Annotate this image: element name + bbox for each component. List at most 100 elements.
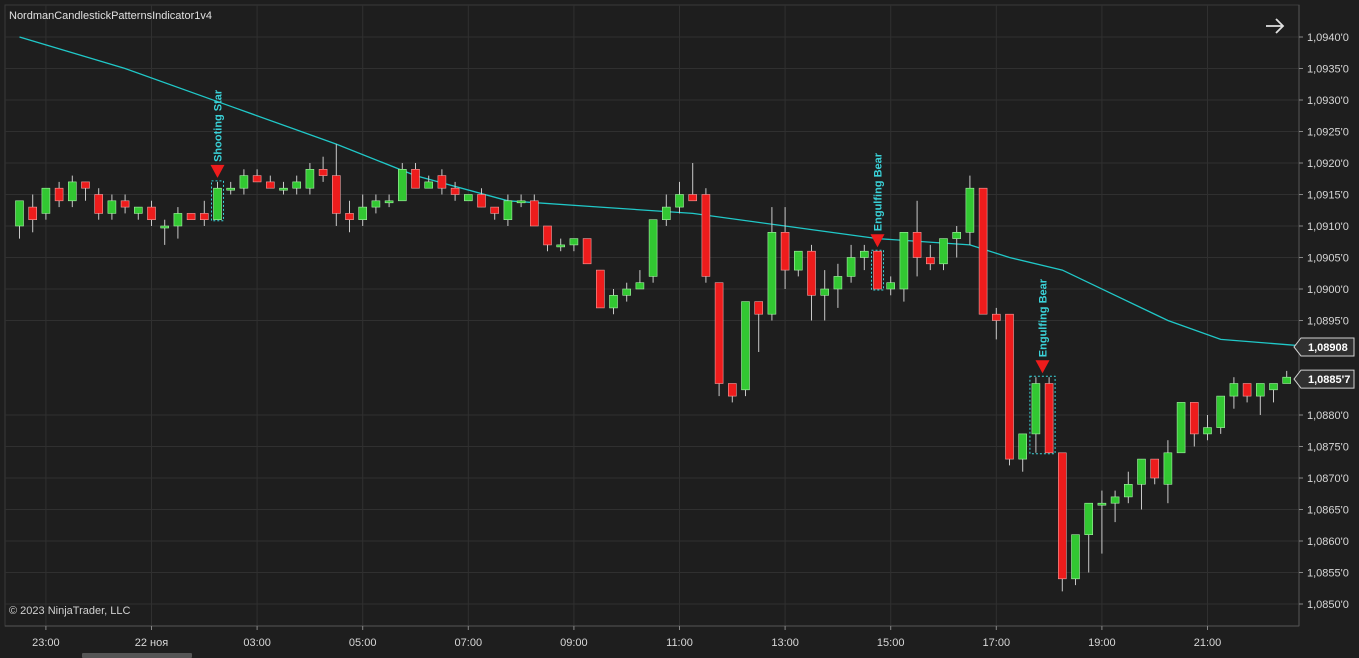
current-price-tag xyxy=(1293,337,1355,357)
price-tick-label: 1,0855'0 xyxy=(1307,568,1349,580)
bearish-signal-marker xyxy=(1035,360,1050,374)
price-tick-label: 1,0915'0 xyxy=(1307,190,1349,202)
horizontal-scrollbar[interactable] xyxy=(82,653,192,658)
candle-bear xyxy=(331,175,341,214)
candle-bear xyxy=(1190,402,1199,435)
candle-bull xyxy=(1124,483,1133,498)
candle-bull xyxy=(1018,433,1028,460)
time-tick-label: 19:00 xyxy=(1088,637,1116,649)
time-tick-label: 07:00 xyxy=(455,637,483,649)
candle-bear xyxy=(252,175,262,183)
pattern-label: Shooting Star xyxy=(213,89,225,162)
time-tick-label: 23:00 xyxy=(32,637,60,649)
price-tick-label: 1,0900'0 xyxy=(1307,284,1349,296)
current-price-value: 1,08908 xyxy=(1308,342,1348,354)
time-axis[interactable]: 23:00 22 ноя 03:00 05:00 07:00 09:00 11:00 13:0… xyxy=(32,626,1221,649)
candle-bear xyxy=(147,206,156,221)
candle-bull xyxy=(1084,502,1093,536)
candle-bull xyxy=(1216,395,1225,428)
candle-bull xyxy=(1097,502,1107,506)
candle-bull xyxy=(859,250,869,258)
candle-bear xyxy=(1005,313,1014,460)
candle-bear xyxy=(714,282,724,384)
candle-bull xyxy=(1269,383,1278,391)
candle-bull xyxy=(846,257,856,277)
grid-lines xyxy=(5,5,1299,626)
candle-bull xyxy=(1071,534,1080,580)
candle-bear xyxy=(582,238,592,265)
candles xyxy=(15,144,1291,592)
candle-bull xyxy=(239,175,249,189)
candle-bear xyxy=(81,181,90,189)
bearish-signal-marker xyxy=(210,164,225,178)
candle-bull xyxy=(160,225,169,229)
candle-bull xyxy=(1229,383,1239,397)
candle-bull xyxy=(569,238,579,246)
current-price-value: 1,0885'7 xyxy=(1308,374,1350,386)
candle-bear xyxy=(1058,452,1067,580)
candle-bull xyxy=(609,294,618,309)
candle-bear xyxy=(411,169,420,189)
price-tick-label: 1,0905'0 xyxy=(1307,253,1349,265)
candle-bear xyxy=(265,181,275,189)
candle-bull xyxy=(213,187,222,220)
navigate-right-button[interactable] xyxy=(1262,14,1288,38)
candle-bear xyxy=(991,313,1001,321)
candle-bull xyxy=(424,181,434,189)
candle-bull xyxy=(371,200,381,208)
candle-bear xyxy=(490,206,500,214)
candle-bear xyxy=(727,383,737,397)
time-tick-label: 11:00 xyxy=(666,637,693,649)
candle-bear xyxy=(200,213,209,220)
candle-bear xyxy=(873,250,882,290)
candle-bear xyxy=(437,175,447,189)
candle-bull xyxy=(939,238,948,265)
candle-bull xyxy=(622,288,632,296)
candle-bull xyxy=(503,200,513,221)
candle-bull xyxy=(886,282,896,290)
candle-bear xyxy=(543,225,552,246)
price-tick-label: 1,0850'0 xyxy=(1307,599,1349,611)
pattern-box xyxy=(871,249,884,291)
price-tick-label: 1,0910'0 xyxy=(1307,221,1349,233)
bearish-signal-marker xyxy=(870,234,885,248)
arrow-right-icon xyxy=(1266,18,1285,34)
candle-bull xyxy=(516,200,526,204)
candle-bull xyxy=(463,194,473,202)
candle-bear xyxy=(754,301,764,315)
candle-bear xyxy=(1242,383,1252,397)
candle-bear xyxy=(780,232,790,271)
time-tick-label: 15:00 xyxy=(877,637,905,649)
pattern-label: Engulfing Bear xyxy=(873,152,885,231)
candle-bear xyxy=(318,169,328,176)
candle-bull xyxy=(279,187,288,191)
time-tick-label: 03:00 xyxy=(243,637,271,649)
candle-bull xyxy=(1203,427,1212,435)
time-tick-label: 22 ноя xyxy=(135,637,168,649)
candle-bear xyxy=(186,213,196,220)
candle-bull xyxy=(820,288,830,296)
pattern-box xyxy=(211,180,224,222)
price-axis[interactable]: 1,0940'0 1,0935'0 1,0930'0 1,0925'0 1,0920'0… xyxy=(1299,32,1349,611)
candle-bull xyxy=(134,206,143,214)
candle-bear xyxy=(595,269,605,309)
price-tick-label: 1,0940'0 xyxy=(1307,32,1349,44)
candle-bear xyxy=(345,213,354,220)
price-tick-label: 1,0865'0 xyxy=(1307,505,1349,517)
candle-bull xyxy=(1282,376,1291,384)
candle-bear xyxy=(477,194,486,208)
current-price-tag xyxy=(1293,369,1355,389)
candle-bear xyxy=(28,206,38,221)
time-tick-label: 05:00 xyxy=(349,637,377,649)
candle-bear xyxy=(94,194,103,214)
price-tick-label: 1,0870'0 xyxy=(1307,473,1349,485)
candle-bull xyxy=(1256,383,1265,397)
candle-bull xyxy=(793,250,803,271)
candle-bull xyxy=(1176,402,1186,454)
price-tick-label: 1,0895'0 xyxy=(1307,316,1349,328)
candle-bear xyxy=(688,194,698,202)
candle-bear xyxy=(450,187,460,195)
copyright-text: © 2023 NinjaTrader, LLC xyxy=(9,605,131,617)
price-tick-label: 1,0930'0 xyxy=(1307,95,1349,107)
